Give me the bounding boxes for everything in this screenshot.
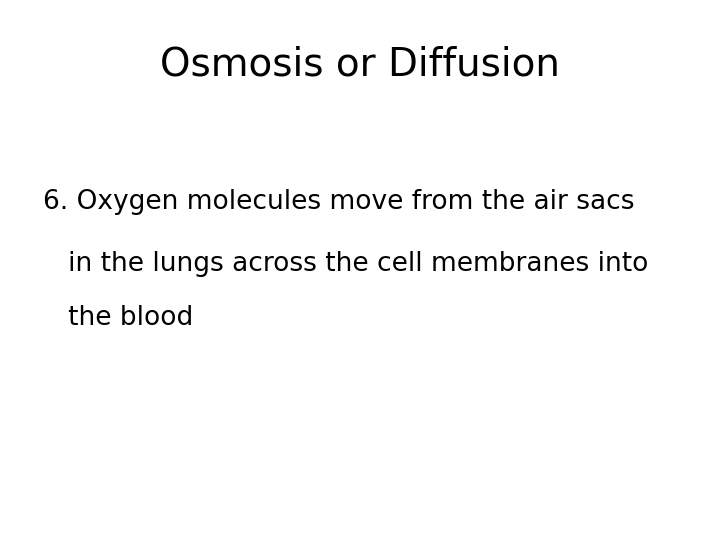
Text: in the lungs across the cell membranes into: in the lungs across the cell membranes i… <box>43 251 649 277</box>
Text: the blood: the blood <box>43 305 194 331</box>
Text: Osmosis or Diffusion: Osmosis or Diffusion <box>160 46 560 84</box>
Text: 6. Oxygen molecules move from the air sacs: 6. Oxygen molecules move from the air sa… <box>43 189 635 215</box>
